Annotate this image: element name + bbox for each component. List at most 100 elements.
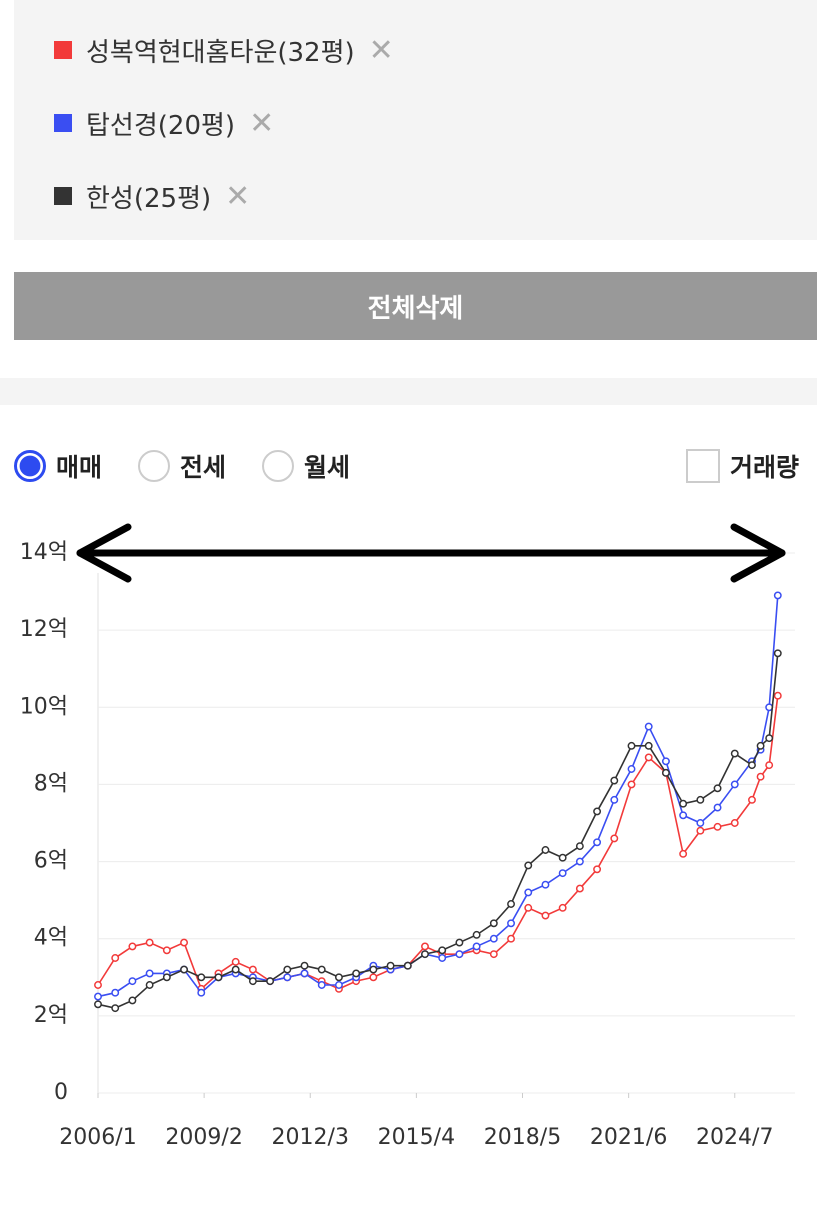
point (369, 965, 378, 974)
point (266, 977, 275, 986)
point (610, 795, 619, 804)
legend-swatch (54, 114, 72, 132)
x-tick-label: 2024/7 (696, 1125, 773, 1150)
point (765, 734, 774, 743)
legend-swatch (54, 41, 72, 59)
point (489, 934, 498, 943)
x-tick-label: 2021/6 (590, 1125, 667, 1150)
point (162, 946, 171, 955)
point (300, 969, 309, 978)
legend-item: 탑선경(20평) ✕ (54, 103, 274, 143)
point (386, 961, 395, 970)
point (455, 938, 464, 947)
point (403, 961, 412, 970)
legend-label: 탑선경(20평) (86, 110, 236, 141)
point (300, 961, 309, 970)
point (575, 857, 584, 866)
point (644, 722, 653, 731)
point (94, 981, 102, 989)
point (756, 772, 765, 781)
point (610, 776, 619, 785)
point (713, 784, 722, 793)
point (593, 807, 602, 816)
series-line (97, 653, 779, 1009)
checkbox[interactable] (686, 449, 720, 483)
radio[interactable] (138, 450, 170, 482)
point (627, 741, 636, 750)
legend-label: 성복역현대홈타운(32평) (86, 37, 355, 68)
point (111, 1004, 120, 1013)
point (489, 950, 498, 959)
point (94, 992, 102, 1001)
point (111, 954, 120, 962)
radio[interactable] (262, 450, 294, 482)
point (438, 946, 447, 955)
point (524, 861, 533, 870)
legend-swatch (54, 187, 72, 205)
point (162, 973, 171, 982)
point (575, 842, 584, 851)
y-tick-label: 14억 (20, 540, 68, 565)
point (214, 973, 223, 982)
point (541, 846, 550, 854)
point (644, 741, 653, 750)
radio-label: 월세 (304, 453, 351, 482)
point (696, 826, 705, 835)
radio-option[interactable]: 전세 (138, 446, 226, 486)
point (773, 649, 782, 658)
y-tick-label: 12억 (20, 617, 68, 642)
series-line (97, 695, 779, 991)
y-tick-label: 10억 (20, 694, 68, 719)
point (661, 757, 670, 766)
point (455, 950, 464, 959)
y-tick-label: 6억 (34, 849, 68, 874)
point (128, 977, 137, 986)
point (507, 934, 515, 943)
y-tick-label: 8억 (34, 771, 68, 796)
separator (0, 378, 817, 405)
point (472, 930, 481, 939)
point (369, 973, 378, 982)
point (756, 741, 765, 750)
x-tick-label: 2015/4 (378, 1125, 455, 1150)
point (145, 938, 154, 947)
point (627, 780, 636, 789)
radio[interactable] (14, 450, 46, 482)
remove-button[interactable]: ✕ (249, 105, 275, 141)
point (713, 803, 722, 812)
point (541, 880, 550, 889)
y-tick-label: 0 (54, 1080, 68, 1105)
remove-button[interactable]: ✕ (368, 32, 394, 68)
radio-option[interactable]: 월세 (262, 446, 350, 486)
point (197, 973, 206, 982)
radio-label: 전세 (180, 453, 227, 482)
point (748, 795, 756, 804)
point (558, 903, 567, 912)
annotation-arrow (76, 523, 786, 583)
point (610, 834, 619, 843)
point (696, 795, 705, 804)
radio-option[interactable]: 매매 (14, 446, 102, 486)
point (679, 849, 688, 858)
volume-option[interactable]: 거래량 (686, 446, 799, 486)
point (644, 753, 653, 762)
point (730, 780, 739, 789)
chart: 0 2억 4억 6억 8억 10억 12억 14억 2006/1 2009/2 2012/3 2015… (20, 523, 795, 1150)
point (317, 965, 326, 974)
y-tick-label: 2억 (34, 1003, 68, 1028)
point (524, 903, 533, 912)
x-tick-label: 2006/1 (59, 1125, 136, 1150)
clear-all-button[interactable]: 전체삭제 (14, 272, 817, 340)
point (111, 988, 120, 997)
point (421, 942, 429, 951)
remove-button[interactable]: ✕ (225, 178, 251, 214)
point (145, 981, 154, 989)
point (524, 888, 533, 897)
point (713, 822, 722, 831)
point (730, 819, 739, 827)
point (145, 969, 154, 978)
point (128, 942, 137, 951)
point (283, 965, 292, 974)
point (180, 938, 188, 947)
